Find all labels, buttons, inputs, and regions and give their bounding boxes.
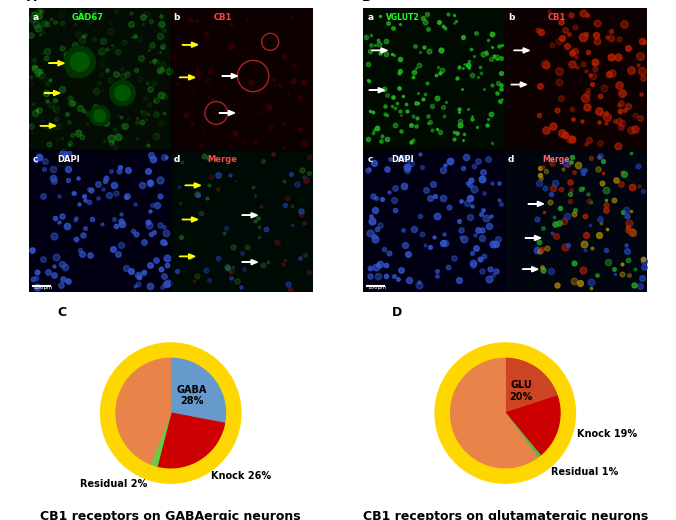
FancyArrow shape xyxy=(523,267,538,272)
FancyArrow shape xyxy=(525,236,541,241)
Bar xyxy=(171,8,313,150)
Polygon shape xyxy=(505,413,540,458)
Polygon shape xyxy=(450,358,537,468)
Text: a: a xyxy=(368,13,374,22)
Text: Merge: Merge xyxy=(542,155,570,164)
Text: C: C xyxy=(57,306,66,319)
Text: CB1 receptors on GABAergic neurons: CB1 receptors on GABAergic neurons xyxy=(41,510,301,520)
Circle shape xyxy=(218,183,255,219)
Text: A: A xyxy=(27,0,37,4)
Text: CB1: CB1 xyxy=(214,13,232,22)
Bar xyxy=(505,8,648,150)
Text: c: c xyxy=(368,155,373,164)
Polygon shape xyxy=(157,413,224,468)
Bar xyxy=(363,150,505,292)
Text: b: b xyxy=(174,13,180,22)
FancyArrow shape xyxy=(45,90,60,96)
FancyArrow shape xyxy=(242,259,258,265)
Text: d: d xyxy=(508,155,514,164)
FancyArrow shape xyxy=(182,42,198,47)
Text: DAPI: DAPI xyxy=(391,155,414,164)
Bar xyxy=(505,150,648,292)
FancyArrow shape xyxy=(185,183,201,188)
Circle shape xyxy=(101,343,241,483)
Bar xyxy=(363,8,505,150)
Bar xyxy=(171,150,313,292)
FancyArrow shape xyxy=(49,61,64,66)
Circle shape xyxy=(110,80,135,106)
Circle shape xyxy=(90,106,110,126)
FancyArrow shape xyxy=(40,123,55,128)
Text: GABA
28%: GABA 28% xyxy=(176,385,207,407)
FancyArrow shape xyxy=(528,201,544,206)
Text: D: D xyxy=(391,306,402,319)
Text: DAPI: DAPI xyxy=(57,155,80,164)
Text: Knock 26%: Knock 26% xyxy=(211,472,271,482)
Text: 100μm: 100μm xyxy=(33,284,53,290)
Text: CB1 receptors on glutamatergic neurons: CB1 receptors on glutamatergic neurons xyxy=(362,510,648,520)
Text: Residual 2%: Residual 2% xyxy=(80,479,147,489)
FancyArrow shape xyxy=(511,82,527,87)
FancyArrow shape xyxy=(372,48,387,53)
Text: GLU
20%: GLU 20% xyxy=(510,380,533,402)
FancyArrow shape xyxy=(369,88,385,93)
Polygon shape xyxy=(505,396,560,455)
Text: B: B xyxy=(362,0,371,4)
Circle shape xyxy=(94,110,105,122)
Text: Merge: Merge xyxy=(208,155,238,164)
Text: d: d xyxy=(174,155,180,164)
Bar xyxy=(28,150,171,292)
Polygon shape xyxy=(171,358,226,423)
FancyArrow shape xyxy=(182,217,198,222)
Bar xyxy=(28,8,171,150)
Text: b: b xyxy=(508,13,514,22)
FancyArrow shape xyxy=(179,75,195,80)
Text: 100μm: 100μm xyxy=(368,284,387,290)
Text: CB1: CB1 xyxy=(548,13,566,22)
Circle shape xyxy=(64,46,95,77)
Circle shape xyxy=(435,343,575,483)
Text: VGLUT2: VGLUT2 xyxy=(386,13,420,22)
Polygon shape xyxy=(116,358,171,464)
Text: Knock 19%: Knock 19% xyxy=(577,429,637,439)
Circle shape xyxy=(115,85,130,101)
FancyArrow shape xyxy=(514,48,529,53)
Circle shape xyxy=(70,53,89,71)
Text: a: a xyxy=(33,13,39,22)
FancyArrow shape xyxy=(222,73,237,79)
FancyArrow shape xyxy=(179,254,195,259)
FancyArrow shape xyxy=(242,213,258,218)
FancyArrow shape xyxy=(219,110,235,115)
Polygon shape xyxy=(151,413,171,466)
Polygon shape xyxy=(505,358,557,413)
Text: Residual 1%: Residual 1% xyxy=(551,467,619,477)
Text: GAD67: GAD67 xyxy=(71,13,103,22)
Text: c: c xyxy=(33,155,39,164)
